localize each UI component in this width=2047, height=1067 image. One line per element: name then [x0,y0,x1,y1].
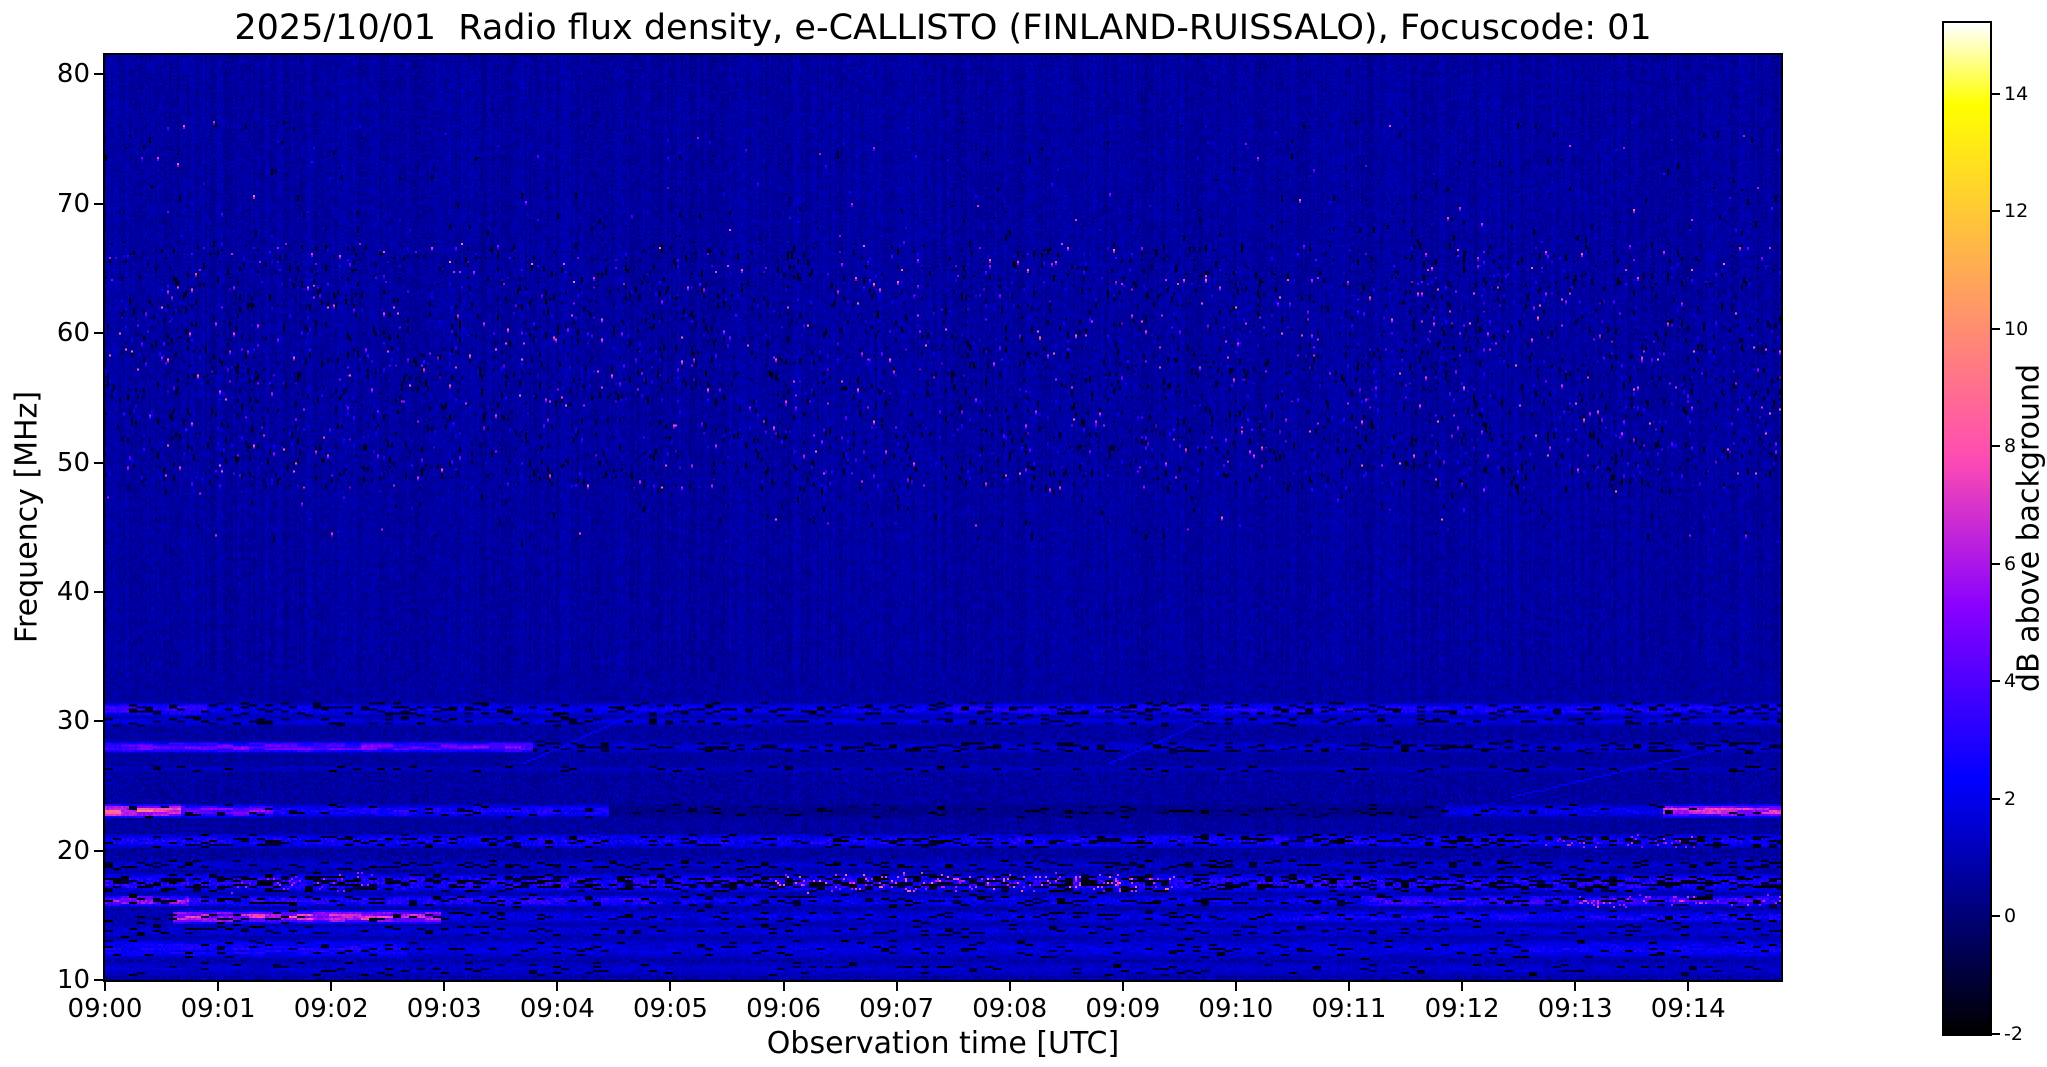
plot-area [103,53,1783,982]
y-tick-mark [94,202,103,205]
y-tick-label: 70 [56,188,90,219]
x-tick-label: 09:09 [1085,994,1161,1024]
colorbar-tick-mark [1992,445,2000,448]
colorbar-tick-label: 0 [2004,905,2017,928]
y-tick-label: 20 [56,835,90,866]
colorbar-label: dB above background [2011,363,2047,693]
colorbar-tick-mark [1992,797,2000,800]
x-tick-label: 09:07 [859,994,935,1024]
y-tick-label: 50 [56,447,90,478]
x-tick-label: 09:04 [519,994,595,1024]
x-tick-mark [1234,982,1237,991]
colorbar-tick-mark [1992,327,2000,330]
x-tick-mark [669,982,672,991]
x-tick-label: 09:13 [1537,994,1613,1024]
x-tick-mark [1461,982,1464,991]
x-axis-label: Observation time [UTC] [766,1026,1120,1061]
colorbar-tick-mark [1992,1033,2000,1035]
y-tick-mark [94,461,103,464]
colorbar-tick-label: 14 [2004,82,2029,105]
x-tick-label: 09:02 [293,994,369,1024]
colorbar-tick-mark [1992,680,2000,683]
x-tick-mark [1574,982,1577,991]
x-tick-label: 09:14 [1650,994,1726,1024]
y-tick-mark [94,73,103,76]
colorbar-tick-mark [1992,210,2000,213]
x-tick-label: 09:05 [632,994,708,1024]
x-tick-mark [443,982,446,991]
x-tick-label: 09:06 [746,994,821,1024]
x-tick-label: 09:11 [1311,994,1387,1024]
y-tick-label: 80 [56,59,90,90]
y-tick-mark [94,720,103,723]
y-tick-mark [94,590,103,593]
colorbar-tick-label: 6 [2004,552,2017,575]
x-tick-label: 09:08 [972,994,1048,1024]
y-tick-label: 40 [56,576,90,607]
colorbar-tick-mark [1992,562,2000,565]
chart-title: 2025/10/01 Radio flux density, e-CALLIST… [234,8,1652,48]
spectrogram-heatmap [105,55,1781,980]
y-tick-mark [94,979,103,981]
y-tick-label: 30 [56,706,90,737]
x-tick-mark [782,982,785,991]
x-tick-mark [1347,982,1350,991]
y-tick-label: 60 [56,318,90,349]
y-tick-mark [94,849,103,852]
y-tick-mark [94,332,103,335]
colorbar-tick-mark [1992,92,2000,95]
colorbar-tick-mark [1992,915,2000,918]
colorbar-tick-label: 4 [2004,670,2017,693]
colorbar-tick-label: -2 [2004,1023,2023,1045]
x-tick-label: 09:01 [180,994,256,1024]
colorbar-tick-label: 8 [2004,435,2017,458]
x-tick-mark [104,982,106,991]
y-tick-label: 10 [56,965,90,995]
colorbar-tick-label: 2 [2004,787,2017,810]
x-tick-mark [895,982,898,991]
colorbar-gradient [1944,23,1990,1034]
colorbar-tick-label: 12 [2004,200,2029,223]
x-tick-mark [1121,982,1124,991]
colorbar-tick-label: 10 [2004,317,2029,340]
x-tick-label: 09:10 [1198,994,1274,1024]
x-tick-mark [1008,982,1011,991]
y-axis-label: Frequency [MHz] [9,390,45,644]
x-tick-mark [556,982,559,991]
x-tick-mark [1687,982,1690,991]
colorbar [1942,21,1992,1036]
x-tick-mark [217,982,220,991]
x-tick-label: 09:00 [67,994,143,1024]
x-tick-mark [330,982,333,991]
x-tick-label: 09:03 [406,994,482,1024]
x-tick-label: 09:12 [1424,994,1500,1024]
